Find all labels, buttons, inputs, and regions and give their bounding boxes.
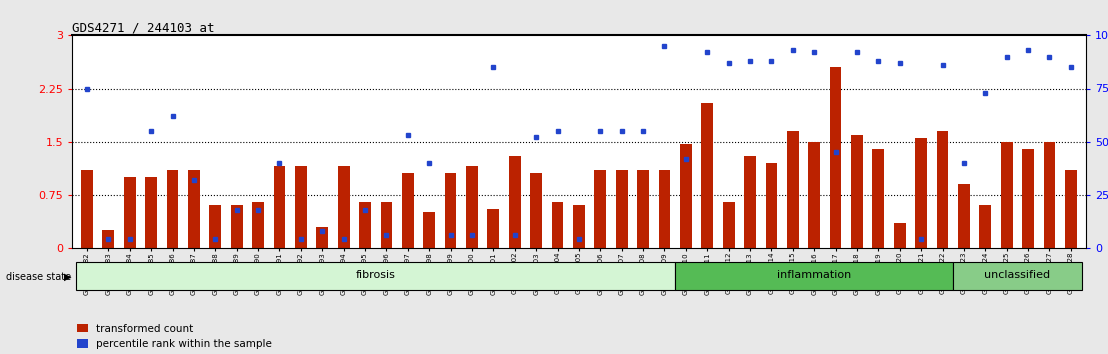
- Bar: [1044, 142, 1055, 248]
- Text: disease state: disease state: [6, 272, 71, 282]
- Bar: [573, 205, 585, 248]
- Bar: [188, 170, 199, 248]
- Bar: [809, 142, 820, 248]
- Bar: [230, 205, 243, 248]
- FancyBboxPatch shape: [675, 262, 953, 290]
- Bar: [444, 173, 456, 248]
- Bar: [1065, 170, 1077, 248]
- Bar: [253, 202, 264, 248]
- Bar: [894, 223, 905, 248]
- Text: fibrosis: fibrosis: [356, 270, 396, 280]
- Bar: [680, 144, 691, 248]
- Bar: [594, 170, 606, 248]
- Bar: [979, 205, 992, 248]
- Bar: [124, 177, 135, 248]
- Bar: [830, 67, 841, 248]
- Bar: [423, 212, 435, 248]
- Text: GDS4271 / 244103_at: GDS4271 / 244103_at: [72, 21, 215, 34]
- Text: unclassified: unclassified: [984, 270, 1050, 280]
- Bar: [274, 166, 286, 248]
- Bar: [166, 170, 178, 248]
- Bar: [103, 230, 114, 248]
- Bar: [766, 163, 778, 248]
- Bar: [402, 173, 413, 248]
- Bar: [209, 205, 222, 248]
- Bar: [787, 131, 799, 248]
- Bar: [380, 202, 392, 248]
- Bar: [722, 202, 735, 248]
- Bar: [745, 156, 756, 248]
- Bar: [936, 131, 948, 248]
- Bar: [851, 135, 863, 248]
- Bar: [552, 202, 564, 248]
- Text: ▶: ▶: [64, 272, 72, 282]
- Bar: [915, 138, 927, 248]
- Bar: [531, 173, 542, 248]
- FancyBboxPatch shape: [76, 262, 675, 290]
- Bar: [317, 227, 328, 248]
- Bar: [658, 170, 670, 248]
- Bar: [701, 103, 714, 248]
- Bar: [958, 184, 970, 248]
- Text: inflammation: inflammation: [777, 270, 851, 280]
- Bar: [637, 170, 649, 248]
- Bar: [488, 209, 500, 248]
- Bar: [295, 166, 307, 248]
- Bar: [466, 166, 478, 248]
- Bar: [1001, 142, 1013, 248]
- Bar: [145, 177, 157, 248]
- Bar: [872, 149, 884, 248]
- Bar: [616, 170, 627, 248]
- Bar: [81, 170, 93, 248]
- Bar: [359, 202, 371, 248]
- Legend: transformed count, percentile rank within the sample: transformed count, percentile rank withi…: [78, 324, 271, 349]
- Bar: [1023, 149, 1034, 248]
- Bar: [338, 166, 349, 248]
- Bar: [509, 156, 521, 248]
- FancyBboxPatch shape: [953, 262, 1081, 290]
